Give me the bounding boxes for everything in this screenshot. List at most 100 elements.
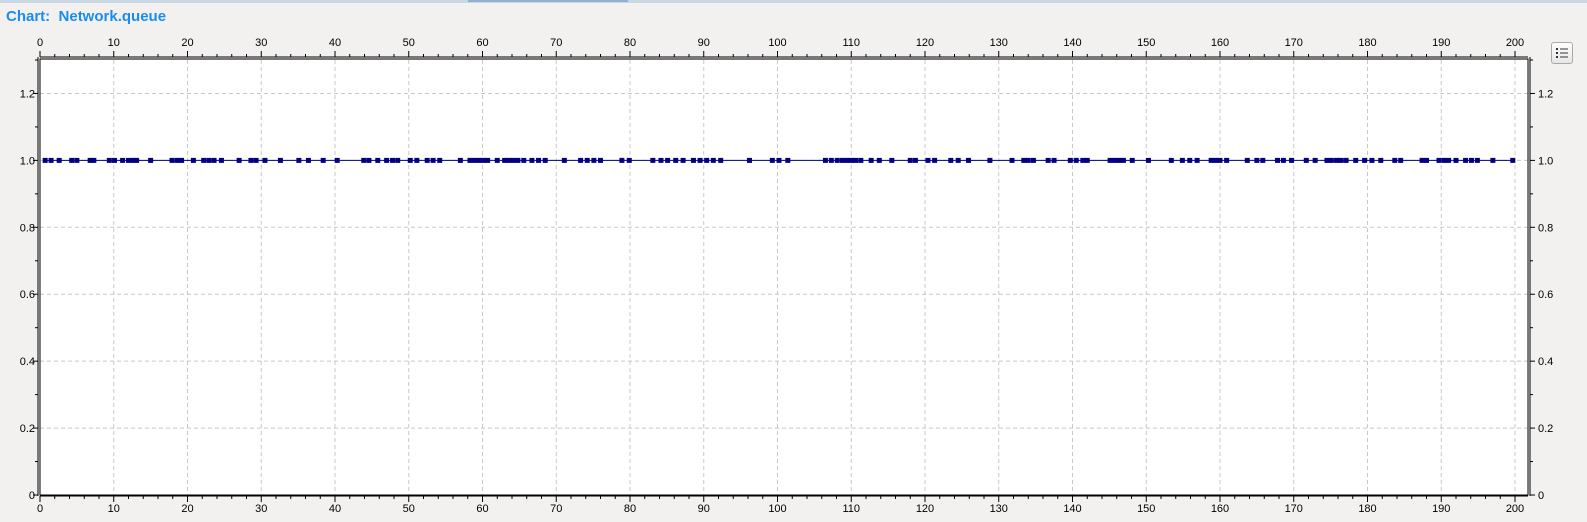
data-point — [91, 157, 97, 163]
x-tick-label-top: 20 — [181, 37, 193, 49]
x-tick-label-bottom: 170 — [1285, 503, 1303, 515]
data-point — [437, 157, 443, 163]
data-point — [48, 157, 54, 163]
data-point — [361, 157, 367, 163]
chart-title: Chart: Network.queue — [6, 8, 166, 25]
data-point — [932, 157, 938, 163]
data-point — [1369, 157, 1375, 163]
data-point — [510, 157, 516, 163]
x-tick-label-top: 140 — [1063, 37, 1081, 49]
data-point — [746, 157, 752, 163]
x-tick-label-bottom: 80 — [624, 503, 636, 515]
x-tick-label-bottom: 100 — [768, 503, 786, 515]
x-tick-label-bottom: 20 — [181, 503, 193, 515]
data-point — [74, 157, 80, 163]
data-point — [134, 157, 140, 163]
x-tick-label-bottom: 0 — [37, 503, 43, 515]
x-tick-label-top: 40 — [329, 37, 341, 49]
data-point — [305, 157, 311, 163]
data-point — [658, 157, 664, 163]
data-point — [56, 157, 62, 163]
y-tick-label-left: 0.2 — [20, 423, 35, 435]
data-point — [467, 157, 473, 163]
data-point — [1051, 157, 1057, 163]
series-network-queue — [42, 157, 1516, 163]
data-point — [1009, 157, 1015, 163]
data-point — [1510, 157, 1516, 163]
data-point — [561, 157, 567, 163]
x-tick-label-top: 10 — [108, 37, 120, 49]
data-point — [1021, 157, 1027, 163]
y-tick-label-left: 1.0 — [20, 155, 35, 167]
plot-area — [40, 60, 1528, 495]
x-tick-label-top: 30 — [255, 37, 267, 49]
x-tick-label-bottom: 60 — [476, 503, 488, 515]
data-point — [1362, 157, 1368, 163]
data-point — [697, 157, 703, 163]
data-point — [334, 157, 340, 163]
data-point — [828, 157, 834, 163]
y-tick-label-left: 0.8 — [20, 222, 35, 234]
data-point — [1112, 157, 1118, 163]
data-point — [1324, 157, 1330, 163]
data-point — [1244, 157, 1250, 163]
x-tick-label-top: 170 — [1285, 37, 1303, 49]
data-point — [1194, 157, 1200, 163]
x-tick-label-top: 100 — [768, 37, 786, 49]
axis-ticks — [33, 51, 1535, 502]
x-tick-label-bottom: 180 — [1358, 503, 1376, 515]
data-point — [502, 157, 508, 163]
data-point — [680, 157, 686, 163]
data-point — [424, 157, 430, 163]
data-point — [120, 157, 126, 163]
data-point — [179, 157, 185, 163]
data-point — [218, 157, 224, 163]
x-tick-label-bottom: 50 — [403, 503, 415, 515]
data-point — [1338, 157, 1344, 163]
legend-toggle-button[interactable] — [1551, 42, 1573, 64]
data-point — [211, 157, 217, 163]
data-point — [148, 157, 154, 163]
data-point — [839, 157, 845, 163]
data-point — [718, 157, 724, 163]
data-point — [853, 157, 859, 163]
data-point — [1145, 157, 1151, 163]
data-point — [848, 157, 854, 163]
data-point — [591, 157, 597, 163]
data-point — [1275, 157, 1281, 163]
data-point — [955, 157, 961, 163]
data-point — [42, 157, 48, 163]
x-tick-label-bottom: 10 — [108, 503, 120, 515]
data-point — [1419, 157, 1425, 163]
data-point — [494, 157, 500, 163]
x-tick-label-top: 0 — [37, 37, 43, 49]
data-point — [395, 157, 401, 163]
data-point — [710, 157, 716, 163]
data-point — [907, 157, 913, 163]
data-point — [536, 157, 542, 163]
axis-tick-labels: 0010102020303040405050606070708080909010… — [20, 37, 1554, 515]
x-tick-label-top: 200 — [1506, 37, 1524, 49]
y-tick-label-right: 0.6 — [1538, 289, 1553, 301]
data-point — [69, 157, 75, 163]
data-point — [1468, 157, 1474, 163]
x-tick-label-top: 70 — [550, 37, 562, 49]
data-point — [1073, 157, 1079, 163]
data-point — [1392, 157, 1398, 163]
data-point — [480, 157, 486, 163]
x-tick-label-bottom: 30 — [255, 503, 267, 515]
data-point — [844, 157, 850, 163]
x-tick-label-bottom: 40 — [329, 503, 341, 515]
y-tick-label-right: 0 — [1538, 490, 1544, 502]
data-point — [521, 157, 527, 163]
data-point — [485, 157, 491, 163]
data-point — [1080, 157, 1086, 163]
data-point — [1446, 157, 1452, 163]
data-point — [578, 157, 584, 163]
data-point — [106, 157, 112, 163]
x-tick-label-top: 180 — [1358, 37, 1376, 49]
x-tick-label-bottom: 190 — [1432, 503, 1450, 515]
data-point — [619, 157, 625, 163]
data-point — [665, 157, 671, 163]
